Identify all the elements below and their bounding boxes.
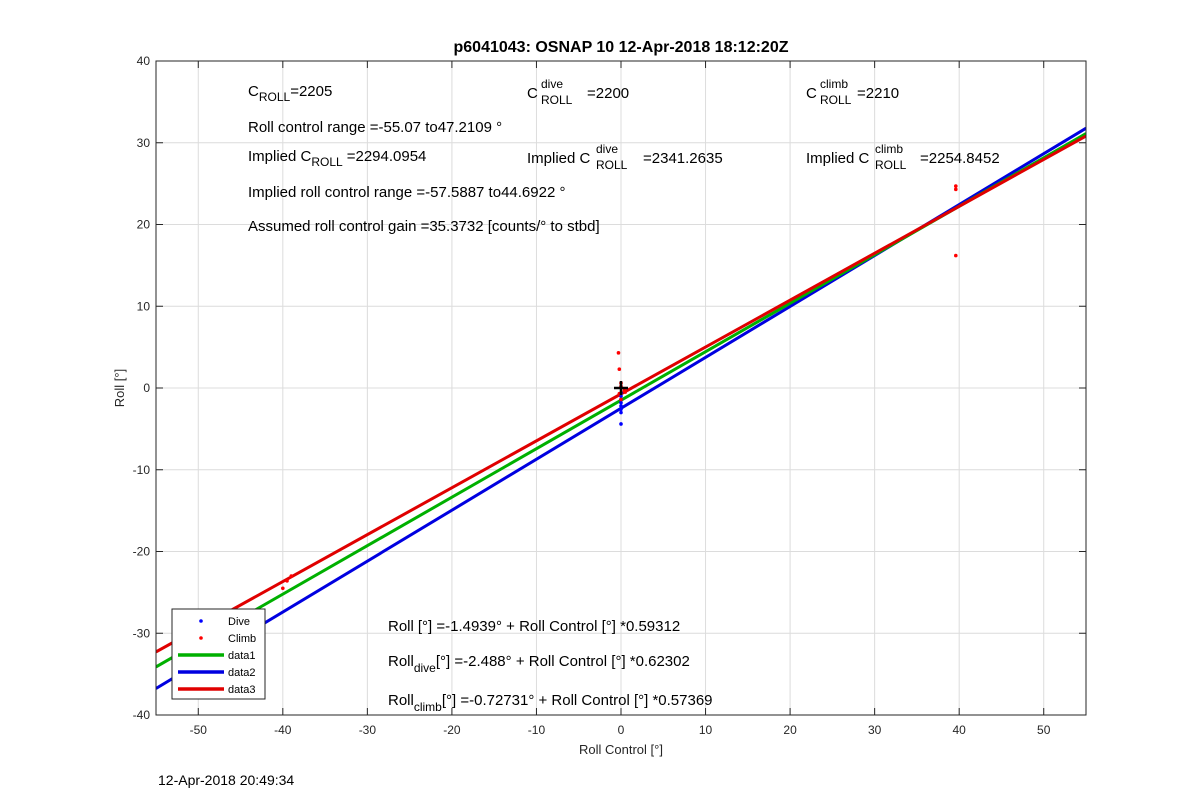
dive-point	[619, 422, 623, 426]
legend-marker-dive	[199, 619, 203, 623]
x-tick-label: 10	[699, 723, 713, 737]
dive-point	[619, 400, 623, 405]
x-tick-label: 0	[618, 723, 625, 737]
dive-point	[619, 407, 623, 412]
climb-point	[617, 367, 622, 371]
x-tick-label: 40	[953, 723, 967, 737]
climb-point	[285, 579, 289, 583]
climb-point	[619, 397, 623, 402]
climb-point	[623, 390, 628, 394]
annotation-implied-c-roll: Implied CROLL =2294.0954	[248, 148, 426, 169]
climb-point	[954, 253, 958, 258]
annotation-c-roll-climb: Cclimb ROLL =2210	[806, 77, 899, 107]
climb-point	[289, 574, 294, 578]
y-tick-label: -30	[133, 626, 151, 640]
climb-point	[954, 184, 958, 188]
origin-marker	[614, 381, 628, 395]
legend-label-dive: Dive	[228, 616, 250, 628]
dive-point	[619, 404, 623, 408]
annotations: CROLL=2205 Cdive ROLL =2200 Cclimb ROLL =221…	[248, 77, 1000, 714]
climb-point	[616, 351, 621, 355]
dive-point	[619, 410, 623, 415]
annotation-c-roll-dive: Cdive ROLL =2200	[527, 77, 629, 107]
y-tick-label: 40	[137, 54, 151, 68]
x-tick-label: 50	[1037, 723, 1051, 737]
chart-title: p6041043: OSNAP 10 12-Apr-2018 18:12:20Z	[454, 39, 789, 56]
x-tick-label: -40	[274, 723, 292, 737]
annotation-roll-range: Roll control range =-55.07 to47.2109 °	[248, 119, 502, 136]
y-axis-label: Roll [°]	[112, 369, 127, 407]
annotation-fit-climb: Rollclimb[°] =-0.72731° + Roll Control […	[388, 692, 713, 714]
legend-label-data3: data3	[228, 684, 256, 696]
x-tick-label: -20	[443, 723, 461, 737]
y-tick-label: 0	[143, 381, 150, 395]
legend: Dive Climb data1 data2 data3	[171, 608, 266, 700]
climb-point	[954, 187, 958, 192]
annotation-implied-c-roll-climb: Implied Cclimb ROLL =2254.8452	[806, 142, 1000, 172]
timestamp-footer: 12-Apr-2018 20:49:34	[158, 772, 295, 788]
y-tick-label: -20	[133, 545, 151, 559]
x-tick-label: 30	[868, 723, 882, 737]
legend-label-climb: Climb	[228, 633, 256, 645]
y-tick-label: 10	[137, 299, 151, 313]
annotation-fit-all: Roll [°] =-1.4939° + Roll Control [°] *0.…	[388, 618, 680, 635]
legend-marker-climb	[199, 636, 203, 640]
x-tick-label: -10	[528, 723, 546, 737]
annotation-implied-c-roll-dive: Implied Cdive ROLL =2341.2635	[527, 142, 723, 172]
x-tick-label: -50	[190, 723, 208, 737]
x-tick-label: -30	[359, 723, 377, 737]
annotation-fit-dive: Rolldive[°] =-2.488° + Roll Control [°] …	[388, 653, 690, 675]
y-tick-label: -40	[133, 708, 151, 722]
annotation-gain: Assumed roll control gain =35.3732 [coun…	[248, 218, 600, 235]
y-tick-label: 20	[137, 218, 151, 232]
axis-ticks: -50 -40 -30 -20 -10 0 10 20 30 40 50 -40 -30 -20 -10 0 1…	[133, 54, 1086, 737]
legend-label-data1: data1	[228, 650, 256, 662]
x-tick-label: 20	[783, 723, 797, 737]
y-tick-label: -10	[133, 463, 151, 477]
annotation-c-roll: CROLL=2205	[248, 83, 332, 104]
x-axis-label: Roll Control [°]	[579, 742, 663, 757]
y-tick-label: 30	[137, 136, 151, 150]
annotation-implied-range: Implied roll control range =-57.5887 to4…	[248, 184, 565, 201]
legend-label-data2: data2	[228, 667, 256, 679]
climb-point	[281, 586, 285, 591]
